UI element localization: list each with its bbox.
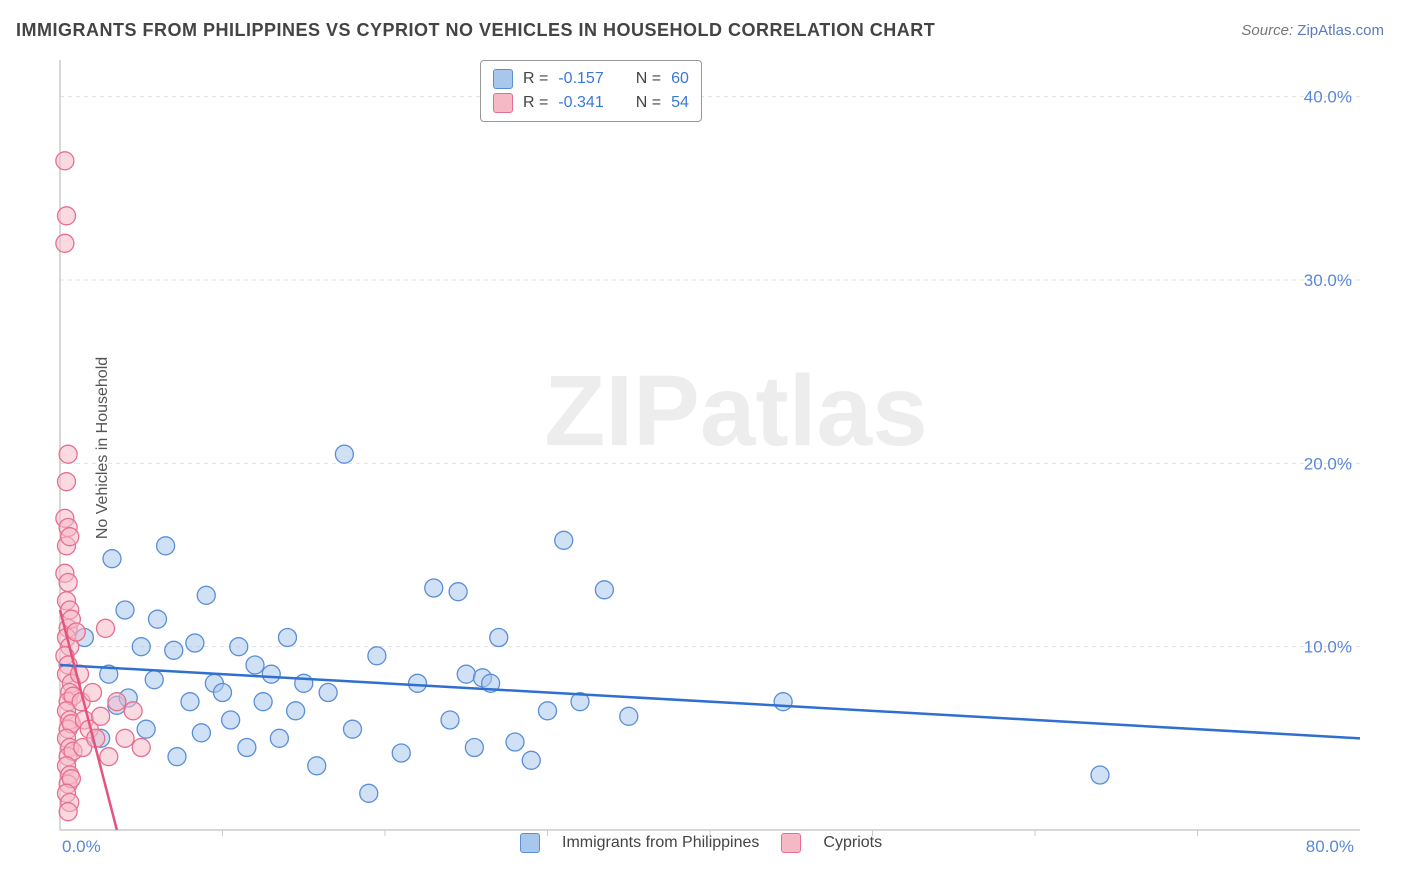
- n-label-2: N =: [636, 91, 661, 115]
- scatter-plot: 10.0% 20.0% 30.0% 40.0% 0.0% 80.0% ZIPatlas: [50, 60, 1380, 860]
- r-value-2: -0.341: [558, 91, 603, 115]
- source-label: Source:: [1241, 22, 1293, 39]
- n-label-1: N =: [636, 67, 661, 91]
- stats-row-1: R = -0.157 N = 60: [493, 67, 689, 91]
- swatch-series1-bottom: [520, 833, 540, 853]
- series1-label: Immigrants from Philippines: [562, 834, 759, 852]
- svg-text:20.0%: 20.0%: [1304, 454, 1352, 473]
- svg-text:0.0%: 0.0%: [62, 837, 101, 856]
- swatch-series2: [493, 93, 513, 113]
- series-legend: Immigrants from Philippines Cypriots: [520, 833, 882, 853]
- source-credit: Source: ZipAtlas.com: [1241, 22, 1384, 39]
- chart-title: IMMIGRANTS FROM PHILIPPINES VS CYPRIOT N…: [16, 20, 935, 41]
- svg-text:80.0%: 80.0%: [1306, 837, 1354, 856]
- source-link[interactable]: ZipAtlas.com: [1297, 22, 1384, 39]
- swatch-series1: [493, 69, 513, 89]
- series2-label: Cypriots: [823, 834, 882, 852]
- svg-text:ZIPatlas: ZIPatlas: [544, 355, 928, 467]
- n-value-2: 54: [671, 91, 689, 115]
- stats-row-2: R = -0.341 N = 54: [493, 91, 689, 115]
- svg-text:30.0%: 30.0%: [1304, 271, 1352, 290]
- swatch-series2-bottom: [781, 833, 801, 853]
- svg-text:40.0%: 40.0%: [1304, 88, 1352, 107]
- stats-legend: R = -0.157 N = 60 R = -0.341 N = 54: [480, 60, 702, 122]
- r-label-2: R =: [523, 91, 548, 115]
- chart-area: No Vehicles in Household 10.0% 20.0% 30.0%…: [50, 60, 1380, 835]
- r-value-1: -0.157: [558, 67, 603, 91]
- r-label-1: R =: [523, 67, 548, 91]
- y-axis-label: No Vehicles in Household: [94, 356, 112, 538]
- svg-text:10.0%: 10.0%: [1304, 638, 1352, 657]
- n-value-1: 60: [671, 67, 689, 91]
